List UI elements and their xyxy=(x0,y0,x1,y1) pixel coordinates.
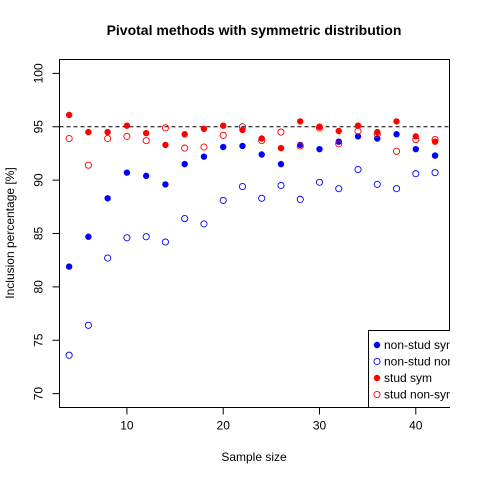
legend: non-stud sym non-stud non-sym stud sym stud… xyxy=(368,330,480,408)
x-tick-label: 10 xyxy=(120,419,134,433)
point-stud-non-sym xyxy=(219,131,227,139)
point-non-stud-sym xyxy=(412,145,419,153)
point-non-stud-sym xyxy=(65,263,73,270)
point-non-stud-sym xyxy=(316,145,323,153)
legend-marker xyxy=(373,357,381,366)
x-axis-label: Sample size xyxy=(221,450,287,464)
y-tick-label: 85 xyxy=(32,227,46,241)
y-tick-label: 70 xyxy=(32,387,46,401)
point-non-stud-sym xyxy=(393,131,400,138)
legend-label: non-stud sym xyxy=(384,338,456,352)
point-stud-non-sym xyxy=(181,144,189,152)
legend-marker xyxy=(373,374,381,382)
legend-label: stud sym xyxy=(384,371,432,385)
y-tick-label: 80 xyxy=(32,280,46,294)
point-non-stud-sym xyxy=(104,195,111,202)
point-non-stud-non-sym xyxy=(161,238,169,246)
point-non-stud-sym xyxy=(142,172,150,180)
point-stud-non-sym xyxy=(104,134,112,143)
point-stud-sym xyxy=(220,122,227,129)
point-stud-sym xyxy=(200,125,208,133)
point-stud-non-sym xyxy=(123,132,131,140)
point-stud-sym xyxy=(85,128,92,136)
point-non-stud-sym xyxy=(258,151,265,158)
point-non-stud-non-sym xyxy=(123,234,131,242)
y-axis-label: Inclusion percentage [%] xyxy=(3,167,17,298)
x-tick-label: 20 xyxy=(217,419,231,433)
y-tick-label: 75 xyxy=(32,333,46,347)
point-stud-non-sym xyxy=(335,140,343,148)
point-non-stud-sym xyxy=(220,143,227,151)
legend-marker xyxy=(373,390,381,399)
point-stud-non-sym xyxy=(412,136,420,144)
chart-title: Pivotal methods with symmetric distribut… xyxy=(107,22,402,38)
point-stud-non-sym xyxy=(200,143,208,151)
legend-label: stud non-sym xyxy=(384,388,456,402)
point-non-stud-non-sym xyxy=(181,215,189,223)
point-non-stud-non-sym xyxy=(315,178,324,186)
point-non-stud-sym xyxy=(123,169,131,176)
point-stud-non-sym xyxy=(373,130,381,138)
y-tick-label: 95 xyxy=(32,120,46,134)
point-stud-sym xyxy=(181,131,188,138)
point-stud-sym xyxy=(335,127,342,135)
point-non-stud-non-sym xyxy=(238,182,247,191)
point-stud-non-sym xyxy=(161,124,169,132)
point-stud-non-sym xyxy=(142,137,150,145)
y-tick-label: 100 xyxy=(32,63,46,83)
point-non-stud-sym xyxy=(200,153,208,160)
point-stud-non-sym xyxy=(354,127,362,135)
point-non-stud-non-sym xyxy=(258,194,266,202)
point-non-stud-sym xyxy=(431,152,439,159)
point-non-stud-non-sym xyxy=(392,185,401,193)
point-stud-non-sym xyxy=(84,161,92,169)
y-tick-label: 90 xyxy=(32,173,46,187)
point-stud-non-sym xyxy=(315,124,324,132)
point-non-stud-non-sym xyxy=(84,321,92,329)
point-stud-non-sym xyxy=(65,134,73,143)
legend-label: non-stud non-sym xyxy=(384,355,480,369)
point-stud-non-sym xyxy=(238,123,247,131)
point-non-stud-non-sym xyxy=(296,195,304,203)
point-non-stud-non-sym xyxy=(65,351,73,359)
point-non-stud-sym xyxy=(85,233,92,240)
point-non-stud-non-sym xyxy=(412,170,420,178)
legend-marker xyxy=(373,341,381,349)
point-stud-non-sym xyxy=(277,128,285,136)
point-stud-non-sym xyxy=(431,136,439,144)
x-tick-label: 40 xyxy=(409,419,423,433)
point-non-stud-non-sym xyxy=(277,181,285,190)
legend-box xyxy=(368,330,450,408)
point-non-stud-non-sym xyxy=(219,196,227,204)
point-stud-non-sym xyxy=(258,137,266,145)
point-non-stud-non-sym xyxy=(335,185,343,193)
point-stud-sym xyxy=(123,122,131,129)
point-non-stud-sym xyxy=(181,160,188,168)
x-tick-label: 30 xyxy=(313,419,327,433)
point-non-stud-non-sym xyxy=(354,165,362,174)
point-stud-sym xyxy=(297,118,304,125)
point-stud-sym xyxy=(142,129,150,137)
point-non-stud-non-sym xyxy=(200,220,208,228)
point-stud-sym xyxy=(162,141,169,149)
point-non-stud-non-sym xyxy=(373,180,381,188)
point-stud-sym xyxy=(393,118,400,125)
point-non-stud-sym xyxy=(239,142,246,150)
point-stud-sym xyxy=(65,111,73,119)
point-non-stud-sym xyxy=(277,160,285,168)
point-stud-non-sym xyxy=(392,147,401,155)
point-stud-non-sym xyxy=(296,142,304,150)
point-stud-sym xyxy=(277,144,285,152)
x-axis: 10 20 30 40 xyxy=(120,407,423,433)
point-non-stud-non-sym xyxy=(142,233,150,241)
point-stud-sym xyxy=(104,128,111,136)
point-non-stud-non-sym xyxy=(431,169,439,177)
y-axis: 70 75 80 85 90 95 100 xyxy=(32,63,60,400)
data-points xyxy=(65,111,439,359)
point-non-stud-non-sym xyxy=(104,254,112,262)
point-non-stud-sym xyxy=(162,181,169,188)
legend-body: non-stud sym non-stud non-sym stud sym stud… xyxy=(368,330,480,408)
